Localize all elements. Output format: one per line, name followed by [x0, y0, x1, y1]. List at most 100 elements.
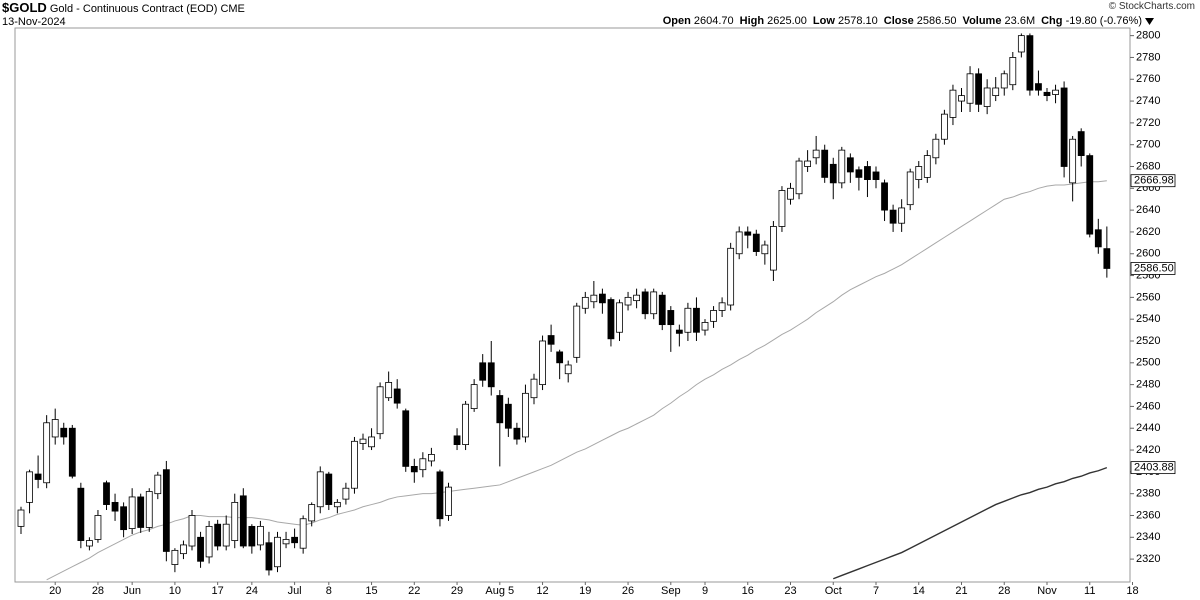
y-tick-label: 2440: [1136, 422, 1160, 434]
candle-body: [60, 427, 68, 438]
candle-body: [239, 495, 247, 547]
candle-body: [137, 496, 145, 528]
ma-last-label: 2666.98: [1134, 175, 1174, 187]
candle-body: [248, 525, 256, 547]
candle-body: [282, 539, 290, 545]
candle-body: [265, 542, 273, 571]
candle-body: [958, 95, 965, 102]
x-tick-label: 11: [1084, 585, 1095, 597]
candle-body: [487, 362, 495, 388]
candle-body: [829, 163, 837, 184]
candle-body: [710, 310, 717, 322]
y-tick-label: 2520: [1136, 335, 1160, 347]
candle-body: [616, 302, 623, 333]
candle-body: [932, 138, 940, 159]
candle-body: [564, 364, 572, 375]
candle-body: [1052, 89, 1059, 95]
x-tick-label: 9: [702, 585, 708, 597]
quote-value: 2586.50: [916, 15, 957, 27]
candle-body: [752, 233, 760, 252]
candle-body: [188, 515, 196, 547]
x-tick-label: 26: [622, 585, 634, 597]
candle-body: [393, 388, 401, 404]
candle-body: [906, 171, 914, 206]
candle-body: [171, 549, 179, 565]
candle-body: [291, 536, 299, 544]
y-tick-label: 2740: [1136, 95, 1160, 107]
candle-body: [1043, 91, 1051, 97]
candle-body: [795, 160, 803, 195]
candle-body: [684, 307, 692, 333]
ma-last-label: 2403.88: [1134, 462, 1174, 474]
candle-body: [462, 403, 470, 445]
x-tick-label: 18: [1126, 585, 1138, 597]
exchange: CME: [220, 3, 245, 15]
candle-body: [975, 73, 982, 105]
x-tick-label: 19: [579, 585, 591, 597]
candle-body: [821, 149, 829, 178]
candle-body: [966, 73, 974, 104]
candle-body: [445, 486, 452, 516]
candle-body: [864, 166, 871, 180]
candle-body: [539, 340, 546, 386]
candle-body: [727, 247, 735, 306]
candle-body: [1103, 248, 1111, 269]
candle-body: [675, 329, 683, 334]
quote-bar: Open 2604.70 High 2625.00 Low 2578.10 Close…: [657, 15, 1154, 27]
x-tick-label: 24: [246, 585, 258, 597]
ma-last-label-box: [1130, 174, 1176, 188]
candle-body: [17, 509, 25, 527]
x-tick-label: 28: [998, 585, 1010, 597]
candle-body: [197, 536, 204, 562]
candle-body: [1060, 87, 1068, 167]
candle-body: [128, 496, 136, 529]
candle-body: [804, 160, 811, 167]
y-tick-label: 2540: [1136, 313, 1160, 325]
candle-body: [787, 187, 794, 200]
candle-body: [162, 469, 170, 552]
candle-body: [838, 149, 846, 184]
quote-label: High: [739, 15, 765, 27]
y-tick-label: 2680: [1136, 160, 1160, 172]
candle-body: [581, 296, 589, 309]
y-tick-label: 2600: [1136, 248, 1160, 260]
candle-body: [881, 182, 888, 211]
y-tick-label: 2360: [1136, 509, 1160, 521]
x-tick-label: Nov: [1037, 585, 1057, 597]
candle-body: [624, 296, 632, 306]
candle-body: [180, 544, 187, 555]
candle-body: [453, 435, 461, 445]
candle-body: [504, 403, 512, 429]
candle-body: [51, 419, 59, 438]
y-tick-label: 2500: [1136, 357, 1160, 369]
y-tick-label: 2380: [1136, 488, 1160, 500]
candle-body: [274, 536, 281, 568]
candle-body: [590, 294, 598, 303]
x-tick-label: 22: [408, 585, 420, 597]
x-tick-label: 15: [365, 585, 377, 597]
y-tick-label: 2340: [1136, 531, 1160, 543]
candle-body: [154, 474, 162, 495]
plot-frame: [14, 27, 1131, 583]
candle-body: [633, 294, 640, 302]
candle-body: [256, 525, 264, 546]
candle-body: [410, 466, 418, 473]
candle-body: [513, 427, 521, 440]
moving-average-line: [832, 466, 1108, 580]
candle-body: [26, 471, 33, 503]
x-tick-label: Oct: [825, 585, 842, 597]
candle-body: [103, 482, 110, 505]
candle-body: [650, 291, 658, 315]
y-tick-label: 2560: [1136, 291, 1160, 303]
quote-value: 2625.00: [767, 15, 807, 27]
x-tick-label: 23: [784, 585, 796, 597]
y-tick-label: 2760: [1136, 73, 1160, 85]
symbol: $GOLD: [2, 0, 47, 15]
ma-last-label-box: [1130, 461, 1176, 475]
candle-body: [222, 523, 230, 547]
quote-value: 2578.10: [837, 15, 878, 27]
candle-body: [744, 231, 752, 236]
candle-body: [522, 392, 529, 438]
